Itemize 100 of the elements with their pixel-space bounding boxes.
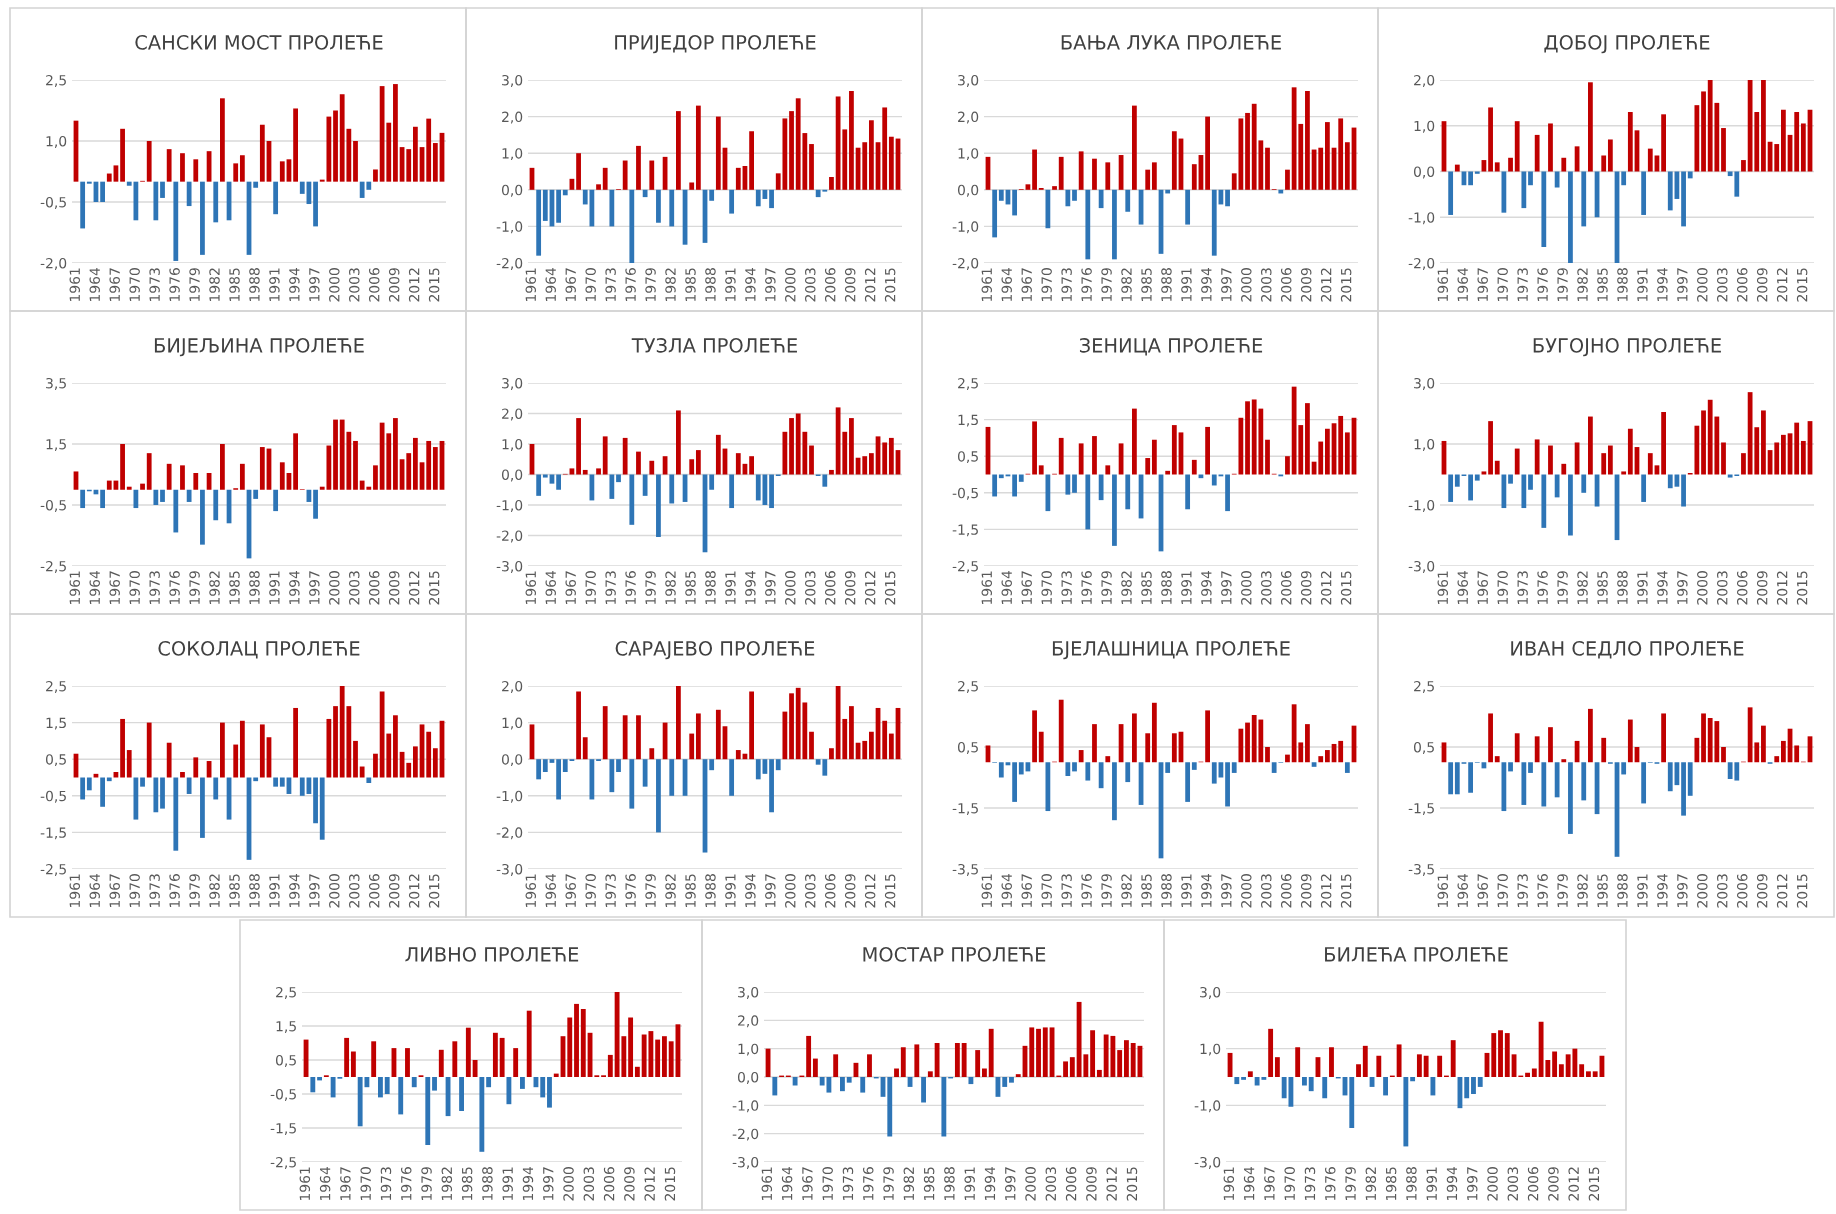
x-tick-label: 2009 [844, 268, 856, 302]
x-tick-label: 2000 [785, 268, 796, 302]
bar [459, 1077, 465, 1111]
x-tick-label: 1964 [545, 570, 556, 604]
bar [609, 759, 615, 793]
bar [1554, 171, 1560, 188]
bar [432, 1077, 437, 1091]
bar [1344, 432, 1350, 475]
bar [1069, 1057, 1075, 1077]
x-tick-label: 1985 [685, 874, 696, 907]
bar [106, 777, 112, 782]
bar [1701, 410, 1706, 475]
bar [1151, 162, 1157, 190]
x-tick-label: 2009 [1300, 268, 1312, 302]
x-tick-label: 1964 [1001, 570, 1012, 604]
x-tick-label: 1964 [1457, 873, 1468, 907]
bar [628, 1017, 634, 1077]
bar [888, 733, 894, 760]
bar [479, 1077, 485, 1152]
bar [425, 1077, 431, 1145]
bar [412, 126, 418, 182]
bar [649, 160, 655, 190]
y-tick-label: -0,5 [270, 1088, 296, 1101]
x-tick-label: 1991 [725, 874, 736, 907]
bar [432, 447, 438, 490]
x-tick-label: 2006 [824, 268, 836, 302]
bar [1621, 471, 1627, 475]
bar [140, 483, 145, 490]
bar [1601, 453, 1607, 475]
bar [749, 131, 754, 190]
bar [536, 189, 542, 256]
bar [353, 740, 358, 778]
bar [100, 777, 106, 807]
bar [273, 181, 279, 215]
bar [622, 160, 628, 190]
x-tick-label: 1976 [1537, 571, 1548, 604]
bar [1481, 471, 1487, 475]
bar [812, 1058, 818, 1077]
bar [1588, 708, 1593, 763]
bar [253, 777, 259, 782]
x-tick-label: 1970 [360, 1167, 371, 1200]
x-tick-label: 1976 [169, 571, 180, 604]
y-tick-label: 2,0 [502, 680, 523, 693]
bar [1231, 762, 1237, 773]
y-tick-label: -1,0 [1408, 212, 1435, 225]
x-tick-label: 2015 [428, 571, 440, 605]
bar [998, 762, 1004, 778]
bar [888, 437, 894, 475]
bar [1423, 1055, 1429, 1077]
x-tick-label: 1979 [645, 571, 656, 604]
x-tick-label: 1964 [89, 873, 100, 907]
bar [689, 733, 695, 760]
bar [1085, 474, 1091, 530]
bar [1130, 1043, 1136, 1077]
x-tick-label: 1979 [189, 874, 200, 907]
x-tick-label: 1976 [1537, 268, 1548, 301]
x-tick-label: 1961 [1437, 268, 1449, 301]
x-tick-label: 1970 [822, 1167, 833, 1200]
x-tick-label: 1976 [1081, 874, 1092, 907]
bar [1774, 442, 1780, 475]
bar [749, 691, 754, 760]
bar [1295, 1047, 1301, 1077]
bar [1012, 189, 1018, 216]
x-tick-label: 1988 [705, 874, 716, 907]
bar [393, 418, 398, 490]
bar [1029, 1027, 1035, 1077]
bar [1581, 762, 1587, 801]
x-tick-label: 2003 [1717, 571, 1728, 605]
y-tick-label: 0,5 [957, 451, 978, 464]
bar [556, 189, 562, 223]
bar [166, 149, 172, 182]
bar [373, 169, 378, 182]
bar [1105, 162, 1111, 190]
x-tick-label: 2006 [368, 874, 380, 908]
bar [120, 128, 125, 182]
bar [1780, 740, 1786, 763]
bar [1105, 465, 1111, 475]
x-tick-label: 2015 [428, 874, 440, 908]
bar [1092, 158, 1097, 190]
x-tick-label: 2009 [624, 1167, 635, 1201]
x-tick-label: 1973 [605, 571, 616, 604]
bar [1761, 410, 1766, 475]
bar [313, 777, 318, 824]
y-tick-label: -0,5 [40, 790, 66, 803]
x-tick-label: 1961 [981, 571, 993, 604]
bar [426, 731, 432, 778]
x-tick-label: 2006 [1280, 268, 1292, 302]
x-tick-label: 1991 [1637, 571, 1648, 604]
bar [1265, 439, 1270, 475]
bar [213, 489, 219, 521]
x-tick-label: 1970 [1041, 268, 1052, 301]
bar [1205, 116, 1210, 190]
x-tick-label: 2015 [884, 268, 896, 302]
bar [1092, 436, 1097, 475]
x-tick-label: 1979 [1557, 874, 1568, 907]
x-tick-label: 1982 [1121, 268, 1132, 301]
y-tick-label: 0,5 [1413, 741, 1434, 754]
bar [1687, 762, 1693, 796]
y-tick-label: 2,5 [958, 680, 978, 693]
y-tick-label: -1,5 [952, 524, 978, 537]
